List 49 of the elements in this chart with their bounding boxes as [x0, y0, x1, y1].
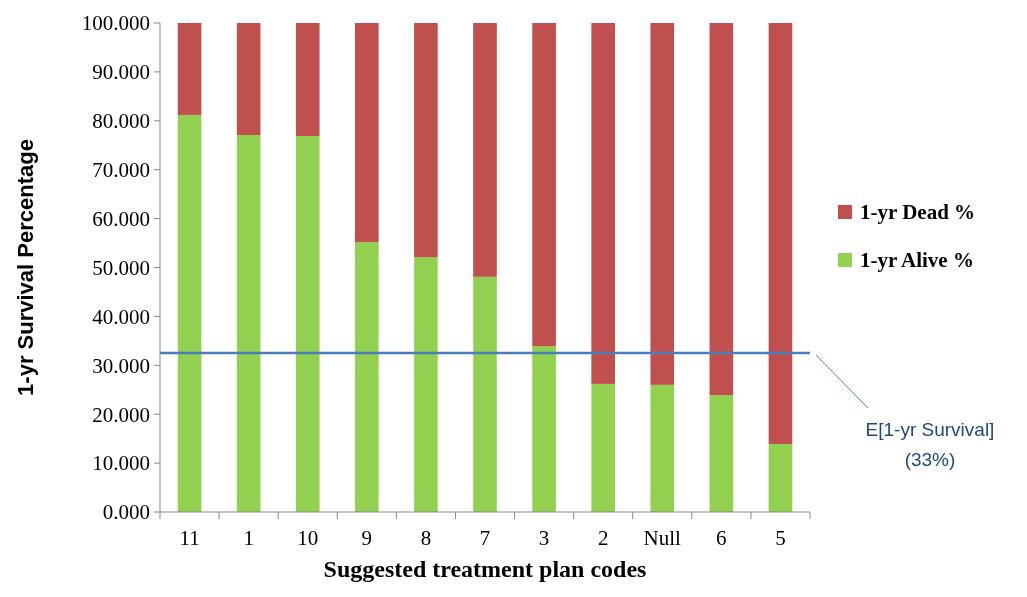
y-tick-label: 90.000	[92, 60, 150, 85]
bar	[236, 134, 261, 512]
bar	[532, 23, 556, 347]
bar	[414, 23, 438, 258]
y-tick-label: 80.000	[92, 109, 150, 134]
x-tick-label: 5	[775, 526, 786, 550]
bar	[532, 346, 556, 512]
x-tick-label: 9	[361, 526, 373, 550]
y-tick-label: 40.000	[92, 304, 150, 329]
x-tick-label: 2	[597, 526, 609, 550]
x-tick-label: 6	[716, 526, 727, 550]
ref-line-label: E[1-yr Survival] (33%)	[865, 419, 995, 471]
y-tick-label: 20.000	[92, 402, 150, 427]
bar	[236, 23, 261, 135]
bar	[295, 23, 320, 136]
bar	[709, 395, 734, 512]
x-tick-label: 7	[479, 526, 491, 550]
x-tick-label: 1	[243, 526, 254, 550]
bar	[650, 23, 675, 385]
y-tick-label: 10.000	[92, 451, 150, 476]
bar	[414, 257, 438, 512]
x-tick-label: 11	[179, 526, 200, 550]
y-tick-label: 100.000	[81, 11, 150, 36]
bar	[768, 444, 793, 512]
y-tick-label: 60.000	[92, 206, 150, 231]
bar	[355, 23, 379, 243]
y-tick-label: 30.000	[92, 353, 150, 378]
bar	[709, 23, 734, 396]
x-tick-label: Null	[643, 526, 682, 550]
bar	[177, 114, 202, 512]
bar	[650, 384, 675, 512]
y-tick-label: 70.000	[92, 158, 150, 183]
bar	[768, 23, 793, 445]
y-tick-label: 0.000	[102, 500, 150, 525]
x-axis-title: Suggested treatment plan codes	[323, 556, 647, 582]
bar	[473, 276, 497, 512]
x-tick-label: 8	[420, 526, 432, 550]
legend-label: 1-yr Alive %	[860, 248, 974, 273]
bar	[355, 242, 379, 512]
y-tick-label: 50.000	[92, 255, 150, 280]
bar	[177, 23, 202, 115]
y-axis-title: 1-yr Survival Percentage	[13, 139, 38, 396]
bar	[591, 383, 615, 512]
x-tick-label: 10	[297, 526, 319, 550]
bar	[295, 135, 320, 512]
bar	[473, 23, 497, 277]
x-tick-label: 3	[538, 526, 550, 550]
bar	[591, 23, 615, 384]
legend-label: 1-yr Dead %	[860, 200, 976, 225]
